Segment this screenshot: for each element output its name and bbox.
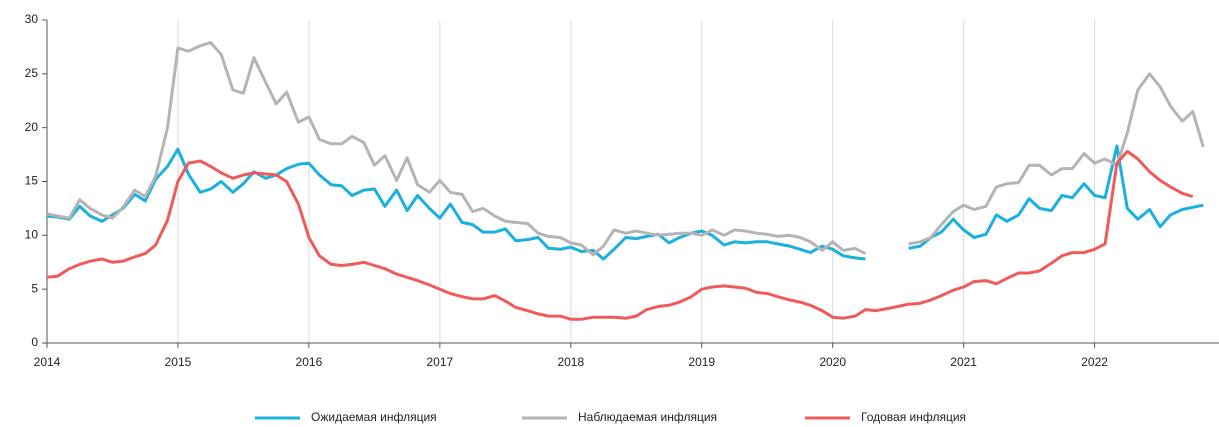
x-tick-label: 2014 <box>34 355 61 369</box>
series-line <box>46 149 1194 321</box>
y-tick-label: 15 <box>25 174 39 188</box>
y-tick-label: 5 <box>31 281 38 295</box>
x-tick-label: 2021 <box>950 355 977 369</box>
x-tick-label: 2016 <box>296 355 323 369</box>
x-tick-label: 2020 <box>819 355 846 369</box>
y-tick-label: 25 <box>25 66 39 80</box>
legend-label: Годовая инфляция <box>861 410 966 424</box>
legend-label: Ожидаемая инфляция <box>311 410 437 424</box>
series-line <box>46 144 1204 261</box>
x-tick-label: 2019 <box>688 355 715 369</box>
y-tick-label: 0 <box>31 335 38 349</box>
y-tick-label: 30 <box>25 12 39 26</box>
x-tick-label: 2015 <box>165 355 192 369</box>
x-tick-label: 2017 <box>426 355 453 369</box>
y-tick-label: 10 <box>25 228 39 242</box>
x-tick-label: 2022 <box>1081 355 1108 369</box>
series-line <box>46 41 1205 257</box>
y-tick-label: 20 <box>25 120 39 134</box>
legend-label: Наблюдаемая инфляция <box>578 410 717 424</box>
x-tick-label: 2018 <box>557 355 584 369</box>
